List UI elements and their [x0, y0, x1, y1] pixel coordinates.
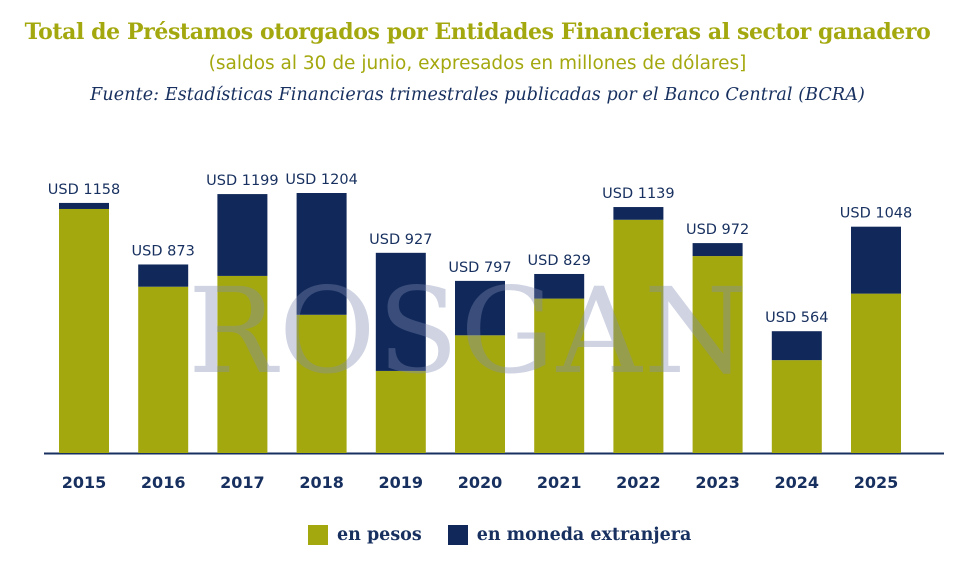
bar-pesos-2022 [613, 219, 664, 453]
bar-pesos-2017 [217, 275, 268, 453]
bar-extranjera-2016 [138, 264, 189, 287]
chart-title: Total de Préstamos otorgados por Entidad… [24, 19, 931, 45]
data-label-2024: USD 564 [765, 310, 828, 326]
legend-item-pesos: en pesos [308, 525, 422, 545]
bar-extranjera-2020 [455, 280, 505, 336]
x-tick-label-2018: 2018 [299, 473, 344, 492]
bar-pesos-2018 [296, 314, 347, 453]
data-label-2018: USD 1204 [285, 172, 358, 188]
x-tick-label-2015: 2015 [62, 473, 107, 492]
data-label-2025: USD 1048 [840, 206, 913, 222]
bar-pesos-2020 [455, 335, 505, 453]
legend-swatch-pesos [308, 525, 328, 545]
data-label-2015: USD 1158 [48, 182, 121, 198]
bar-pesos-2024 [771, 360, 822, 453]
legend-swatch-extranjera [447, 525, 468, 545]
x-tick-label-2025: 2025 [854, 473, 899, 492]
x-tick-label-2020: 2020 [458, 473, 503, 492]
bar-extranjera-2024 [771, 331, 822, 361]
bar-extranjera-2023 [692, 243, 743, 257]
bar-extranjera-2017 [217, 194, 268, 276]
bar-extranjera-2021 [534, 273, 585, 299]
x-tick-label-2022: 2022 [616, 473, 661, 492]
data-label-2019: USD 927 [369, 232, 432, 248]
data-label-2023: USD 972 [686, 222, 749, 238]
legend-item-extranjera: en moneda extranjera [447, 525, 692, 545]
bar-pesos-2019 [375, 370, 426, 453]
data-label-2017: USD 1199 [206, 173, 279, 189]
chart-subtitle: (saldos al 30 de junio, expresados en mi… [208, 53, 747, 74]
data-label-2016: USD 873 [132, 243, 195, 259]
bar-pesos-2025 [851, 293, 901, 453]
data-label-2020: USD 797 [448, 260, 511, 276]
chart-source: Fuente: Estadísticas Financieras trimest… [90, 85, 865, 105]
x-tick-label-2023: 2023 [695, 473, 740, 492]
data-label-2022: USD 1139 [602, 186, 675, 202]
bar-pesos-2016 [138, 286, 189, 453]
bar-extranjera-2015 [59, 202, 109, 209]
bar-pesos-2015 [59, 208, 109, 453]
bar-extranjera-2018 [296, 193, 347, 315]
bar-extranjera-2019 [375, 252, 426, 371]
x-tick-label-2021: 2021 [537, 473, 582, 492]
x-tick-label-2024: 2024 [775, 473, 820, 492]
x-tick-label-2017: 2017 [220, 473, 265, 492]
legend-label-extranjera: en moneda extranjera [476, 525, 692, 545]
x-tick-label-2016: 2016 [141, 473, 186, 492]
bar-pesos-2021 [534, 298, 585, 453]
legend-label-pesos: en pesos [337, 525, 422, 545]
legend: en pesos en moneda extranjera [308, 522, 717, 548]
bar-extranjera-2022 [613, 207, 664, 220]
x-tick-label-2019: 2019 [379, 473, 424, 492]
bar-extranjera-2025 [851, 226, 901, 294]
bar-pesos-2023 [692, 256, 743, 453]
data-label-2021: USD 829 [528, 253, 591, 269]
